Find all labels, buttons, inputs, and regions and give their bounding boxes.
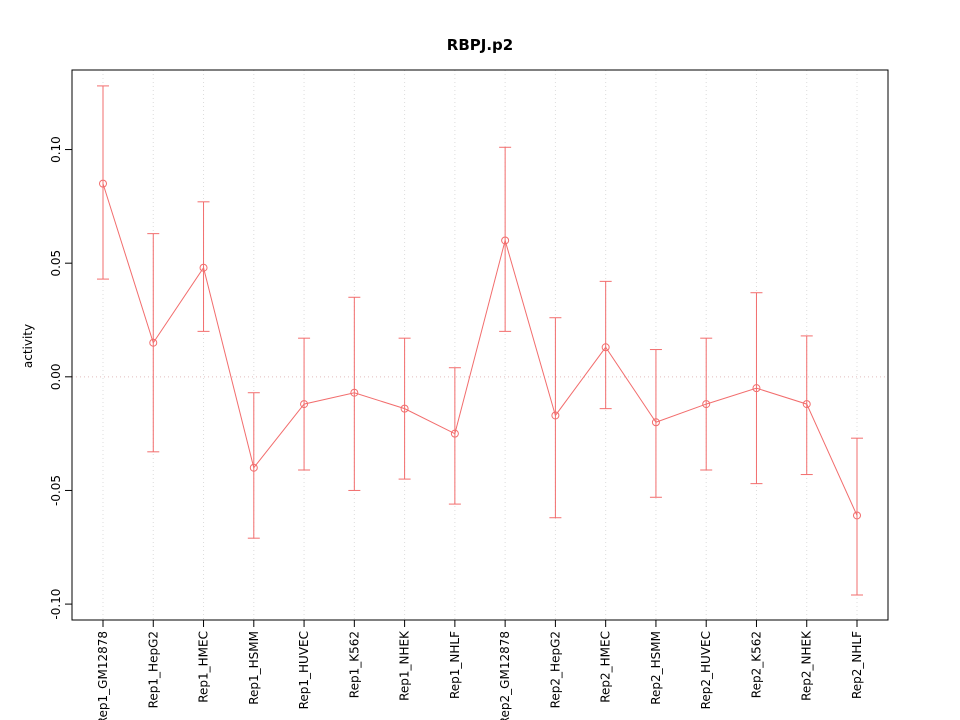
y-tick-label: -0.05 bbox=[49, 475, 63, 506]
y-tick-label: 0.00 bbox=[49, 363, 63, 390]
data-point bbox=[501, 236, 510, 245]
x-category-label: Rep1_HepG2 bbox=[146, 631, 160, 708]
data-point bbox=[300, 400, 309, 409]
y-tick-label: 0.10 bbox=[49, 136, 63, 163]
plot-border bbox=[71, 69, 889, 621]
series-line bbox=[102, 183, 858, 516]
x-category-label: Rep1_HMEC bbox=[197, 631, 211, 703]
x-category-label: Rep1_HUVEC bbox=[297, 631, 311, 709]
data-point bbox=[149, 338, 158, 347]
chart-title: RBPJ.p2 bbox=[446, 36, 514, 54]
data-point bbox=[400, 404, 409, 413]
data-point bbox=[99, 179, 107, 188]
x-category-label: Rep2_K562 bbox=[749, 631, 763, 698]
x-category-label: Rep1_GM12878 bbox=[96, 631, 110, 720]
x-category-label: Rep2_HUVEC bbox=[699, 631, 713, 709]
data-point bbox=[802, 400, 811, 409]
data-point bbox=[651, 418, 660, 427]
x-category-label: Rep2_NHLF bbox=[850, 631, 864, 699]
x-category-label: Rep1_NHEK bbox=[398, 630, 412, 701]
x-category-label: Rep2_NHEK bbox=[800, 630, 814, 701]
data-point bbox=[551, 411, 560, 420]
y-tick-label: -0.10 bbox=[49, 589, 63, 620]
data-point bbox=[853, 511, 861, 520]
x-category-label: Rep2_HSMM bbox=[649, 631, 663, 705]
y-tick-label: 0.05 bbox=[49, 250, 63, 277]
x-category-label: Rep2_HMEC bbox=[599, 631, 613, 703]
data-point bbox=[199, 263, 208, 272]
x-category-label: Rep1_K562 bbox=[347, 631, 361, 698]
data-point bbox=[450, 429, 459, 438]
x-category-label: Rep2_GM12878 bbox=[498, 631, 512, 720]
data-point bbox=[601, 343, 610, 352]
data-point bbox=[249, 463, 258, 472]
data-point bbox=[702, 400, 711, 409]
x-category-label: Rep1_NHLF bbox=[448, 631, 462, 699]
x-category-label: Rep1_HSMM bbox=[247, 631, 261, 705]
data-point bbox=[350, 388, 359, 397]
x-category-label: Rep2_HepG2 bbox=[548, 631, 562, 708]
data-point bbox=[752, 384, 761, 393]
